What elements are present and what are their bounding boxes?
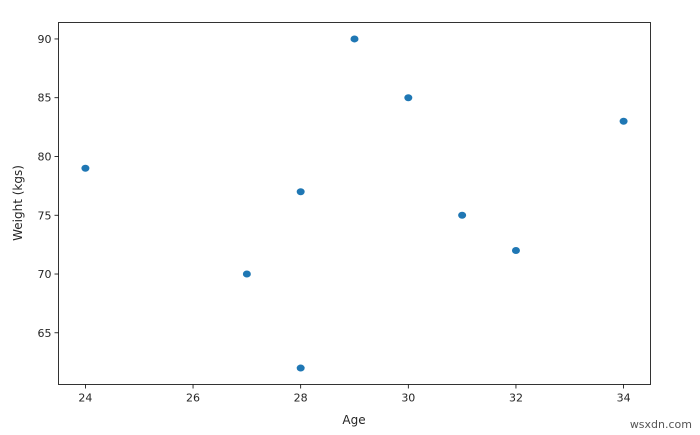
y-tick-label: 75 [38,209,52,222]
scatter-point [404,94,413,102]
x-tick-label: 24 [78,392,92,405]
scatter-point [350,35,359,43]
y-tick-label: 85 [38,92,52,105]
y-tick-label: 65 [38,327,52,340]
x-axis-label: Age [342,413,365,427]
y-tick-label: 90 [38,33,52,46]
scatter-point [511,247,520,255]
y-tick-label: 70 [38,268,52,281]
x-tick-label: 26 [186,392,200,405]
x-tick-label: 34 [617,392,631,405]
plot-frame [58,22,651,385]
scatter-point [81,164,90,172]
scatter-point [296,364,305,372]
scatter-point [296,188,305,196]
watermark: wsxdn.com [629,418,692,431]
scatter-point [242,270,251,278]
scatter-point [458,211,467,219]
y-axis-label: Weight (kgs) [11,165,25,241]
x-tick-label: 28 [294,392,308,405]
y-tick-label: 80 [38,150,52,163]
x-tick-label: 30 [401,392,415,405]
x-tick-label: 32 [509,392,523,405]
scatter-point [619,117,628,125]
